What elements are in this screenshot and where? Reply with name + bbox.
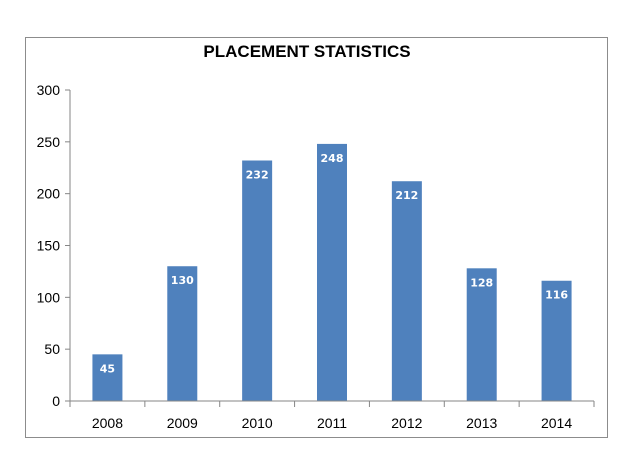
- y-tick-label-300: 300: [37, 82, 61, 98]
- bar-2009: [167, 266, 198, 401]
- chart-title: PLACEMENT STATISTICS: [203, 42, 410, 61]
- bars-layer: 45 130 232 248 212 128 116: [92, 143, 572, 401]
- y-tick-label-0: 0: [52, 393, 60, 409]
- data-label-2009: 130: [171, 274, 194, 287]
- bar-2012: [391, 181, 422, 401]
- x-tick-label-2011: 2011: [317, 415, 347, 431]
- bar-2011: [317, 143, 347, 401]
- data-label-2011: 248: [321, 152, 344, 165]
- x-tick-label-2014: 2014: [541, 415, 572, 431]
- x-tick-label-2010: 2010: [242, 415, 273, 431]
- x-tick-label-2013: 2013: [466, 415, 497, 431]
- x-tick-label-2009: 2009: [167, 415, 198, 431]
- data-label-2012: 212: [395, 189, 418, 202]
- y-tick-label-250: 250: [37, 134, 61, 150]
- x-tick-label-2012: 2012: [391, 415, 422, 431]
- y-tick-label-50: 50: [44, 341, 60, 357]
- axes-layer: 0 50 100 150 200 250 300 2008 2009 2010 2011 2012 20…: [37, 82, 595, 431]
- data-label-2014: 116: [545, 289, 568, 302]
- y-tick-label-200: 200: [37, 186, 61, 202]
- x-tick-label-2008: 2008: [92, 415, 123, 431]
- data-label-2008: 45: [100, 362, 115, 375]
- y-tick-label-100: 100: [37, 289, 61, 305]
- y-tick-label-150: 150: [37, 238, 61, 254]
- bar-2010: [242, 160, 273, 401]
- data-label-2013: 128: [470, 276, 493, 289]
- data-label-2010: 232: [246, 168, 269, 181]
- bar-2013: [466, 268, 497, 401]
- bar-2014: [541, 280, 572, 401]
- bar-2008: [92, 354, 123, 401]
